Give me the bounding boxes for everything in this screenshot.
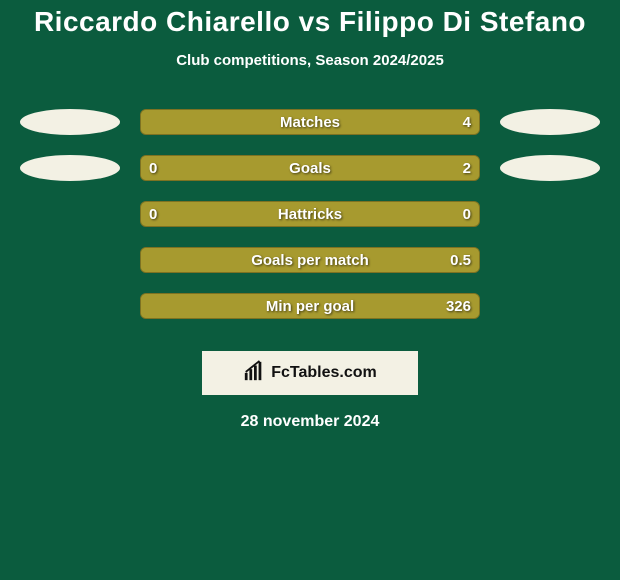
stat-label: Goals [289, 156, 331, 181]
chart-icon [243, 360, 265, 387]
stat-row: Min per goal 326 [0, 283, 620, 329]
stat-right-value: 0.5 [450, 248, 471, 273]
stat-label: Goals per match [251, 248, 369, 273]
logo-box: FcTables.com [202, 351, 418, 395]
stat-right-value: 0 [463, 202, 471, 227]
stat-row: 0 Hattricks 0 [0, 191, 620, 237]
player-right-marker [500, 109, 600, 135]
comparison-card: Riccardo Chiarello vs Filippo Di Stefano… [0, 0, 620, 580]
page-title: Riccardo Chiarello vs Filippo Di Stefano [0, 0, 620, 38]
stat-bar: Min per goal 326 [140, 293, 480, 319]
stat-right-value: 2 [463, 156, 471, 181]
stat-bar: Goals per match 0.5 [140, 247, 480, 273]
stat-label: Hattricks [278, 202, 342, 227]
stat-row: 0 Goals 2 [0, 145, 620, 191]
player-left-marker [20, 109, 120, 135]
player-right-marker [500, 155, 600, 181]
stat-left-value: 0 [149, 202, 157, 227]
stat-label: Min per goal [266, 294, 354, 319]
stat-label: Matches [280, 110, 340, 135]
stat-bar: Matches 4 [140, 109, 480, 135]
season-subtitle: Club competitions, Season 2024/2025 [0, 52, 620, 69]
stat-row: Matches 4 [0, 99, 620, 145]
stat-right-value: 326 [446, 294, 471, 319]
bar-fill-right [202, 156, 479, 180]
stat-row: Goals per match 0.5 [0, 237, 620, 283]
snapshot-date: 28 november 2024 [0, 413, 620, 431]
stat-right-value: 4 [463, 110, 471, 135]
stat-bar: 0 Hattricks 0 [140, 201, 480, 227]
stat-left-value: 0 [149, 156, 157, 181]
stats-section: Matches 4 0 Goals 2 0 Hattricks 0 Goals per matc… [0, 99, 620, 329]
logo-text: FcTables.com [271, 364, 377, 382]
stat-bar: 0 Goals 2 [140, 155, 480, 181]
player-left-marker [20, 155, 120, 181]
